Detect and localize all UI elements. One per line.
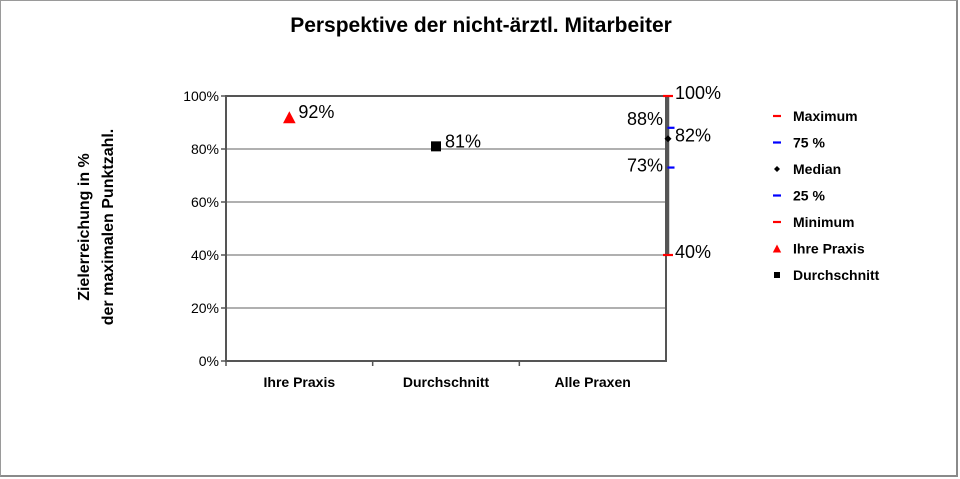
legend-item: Ihre Praxis [772, 241, 865, 257]
range-q25-label: 73% [627, 156, 663, 176]
y-axis-label: Zielerreichung in % der maximalen Punktz… [76, 129, 117, 326]
legend-item: Median [774, 161, 841, 177]
axis-layer: 0% 20% 40% 60% 80% 100% Ihre Praxis Durchschnit… [183, 88, 667, 390]
legend-item: Minimum [773, 214, 854, 230]
x-category-label: Ihre Praxis [264, 374, 336, 390]
x-category-label: Alle Praxen [555, 374, 631, 390]
legend-item-label: Durchschnitt [793, 267, 880, 283]
x-category-label: Durchschnitt [403, 374, 490, 390]
y-axis-label-line1: Zielerreichung in % [76, 153, 93, 301]
legend-item-label: Ihre Praxis [793, 241, 865, 257]
grid-layer [226, 148, 666, 309]
legend-triangle-marker [772, 244, 782, 253]
marks-layer: 92% 81% 100% 82% 40% 88% 73% [283, 83, 721, 262]
range-median-label: 82% [675, 126, 711, 146]
legend-item-label: Median [793, 161, 841, 177]
range-maximum-label: 100% [675, 83, 721, 103]
legend-item: 25 % [773, 188, 825, 204]
range-median-marker [664, 135, 672, 143]
legend-square-marker [774, 272, 780, 278]
legend-item-label: Minimum [793, 214, 854, 230]
data-point-square [431, 141, 441, 152]
legend: Maximum 75 % Median 25 % Minimum Ihre Praxis D… [772, 108, 880, 283]
data-point-triangle [283, 111, 296, 124]
plot-area-border [225, 95, 667, 362]
y-tick-label: 100% [183, 88, 219, 104]
range-minimum-label: 40% [675, 242, 711, 262]
data-label: 92% [298, 102, 334, 122]
y-tick-label: 80% [191, 141, 219, 157]
legend-item: Maximum [773, 108, 858, 124]
y-tick-label: 60% [191, 194, 219, 210]
legend-item: 75 % [773, 135, 825, 151]
legend-item: Durchschnitt [774, 267, 880, 283]
y-axis-label-line2: der maximalen Punktzahl. [100, 129, 117, 326]
chart-title: Perspektive der nicht-ärztl. Mitarbeiter [290, 14, 672, 37]
y-tick-label: 20% [191, 300, 219, 316]
legend-item-label: 75 % [793, 135, 825, 151]
data-label: 81% [445, 131, 481, 151]
y-tick-label: 40% [191, 247, 219, 263]
legend-diamond-marker [774, 166, 780, 172]
legend-item-label: Maximum [793, 108, 858, 124]
y-tick-label: 0% [199, 353, 219, 369]
range-q75-label: 88% [627, 109, 663, 129]
legend-item-label: 25 % [793, 188, 825, 204]
